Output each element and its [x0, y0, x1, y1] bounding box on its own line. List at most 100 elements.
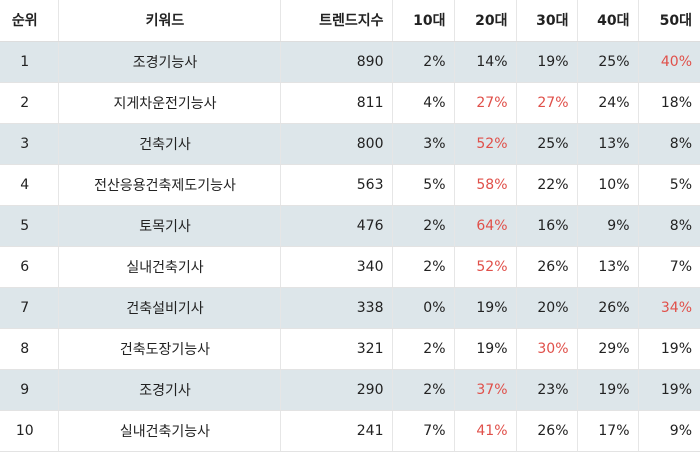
age-30s-cell: 22%: [515, 164, 577, 206]
keyword-cell: 건축도장기능사: [57, 328, 280, 370]
age-50s-cell: 8%: [637, 205, 700, 247]
age-20s-cell: 41%: [453, 410, 516, 452]
table-row[interactable]: 8 건축도장기능사 321 2% 19% 30% 29% 19%: [0, 328, 700, 370]
table-row[interactable]: 7 건축설비기사 338 0% 19% 20% 26% 34%: [0, 287, 700, 329]
table-row[interactable]: 2 지게차운전기능사 811 4% 27% 27% 24% 18%: [0, 82, 700, 124]
trend-index-cell: 800: [279, 123, 392, 165]
age-20s-cell: 19%: [453, 287, 516, 329]
trend-index-cell: 338: [279, 287, 392, 329]
age-40s-cell: 29%: [576, 328, 638, 370]
trend-index-cell: 321: [279, 328, 392, 370]
age-40s-cell: 13%: [576, 246, 638, 288]
age-50s-cell: 34%: [637, 287, 700, 329]
rank-cell: 10: [0, 410, 58, 452]
keyword-cell: 조경기능사: [57, 41, 280, 83]
rank-cell: 4: [0, 164, 58, 206]
age-50s-cell: 18%: [637, 82, 700, 124]
table-header-row: 순위 키워드 트렌드지수 10대 20대 30대 40대 50대: [0, 0, 700, 42]
age-10s-cell: 2%: [391, 205, 454, 247]
age-20s-cell: 37%: [453, 369, 516, 411]
age-20s-cell: 27%: [453, 82, 516, 124]
age-40s-cell: 13%: [576, 123, 638, 165]
age-10s-cell: 2%: [391, 328, 454, 370]
age-10s-cell: 2%: [391, 41, 454, 83]
age-30s-cell: 30%: [515, 328, 577, 370]
header-age-10s[interactable]: 10대: [391, 0, 454, 42]
rank-cell: 3: [0, 123, 58, 165]
age-50s-cell: 40%: [637, 41, 700, 83]
age-10s-cell: 7%: [391, 410, 454, 452]
age-40s-cell: 24%: [576, 82, 638, 124]
header-age-40s[interactable]: 40대: [576, 0, 638, 42]
age-20s-cell: 14%: [453, 41, 516, 83]
age-50s-cell: 7%: [637, 246, 700, 288]
age-30s-cell: 19%: [515, 41, 577, 83]
age-10s-cell: 2%: [391, 369, 454, 411]
header-keyword[interactable]: 키워드: [57, 0, 280, 42]
age-30s-cell: 20%: [515, 287, 577, 329]
age-40s-cell: 9%: [576, 205, 638, 247]
age-50s-cell: 19%: [637, 369, 700, 411]
age-30s-cell: 27%: [515, 82, 577, 124]
age-20s-cell: 58%: [453, 164, 516, 206]
age-20s-cell: 64%: [453, 205, 516, 247]
header-rank[interactable]: 순위: [0, 0, 58, 42]
rank-cell: 9: [0, 369, 58, 411]
trend-index-cell: 811: [279, 82, 392, 124]
keyword-cell: 지게차운전기능사: [57, 82, 280, 124]
age-30s-cell: 26%: [515, 246, 577, 288]
age-40s-cell: 26%: [576, 287, 638, 329]
rank-cell: 1: [0, 41, 58, 83]
keyword-cell: 실내건축기능사: [57, 410, 280, 452]
age-30s-cell: 25%: [515, 123, 577, 165]
table-row[interactable]: 10 실내건축기능사 241 7% 41% 26% 17% 9%: [0, 410, 700, 452]
age-30s-cell: 23%: [515, 369, 577, 411]
table-body: 1 조경기능사 890 2% 14% 19% 25% 40% 2 지게차운전기능사 811 4% 27%…: [0, 41, 700, 452]
age-10s-cell: 2%: [391, 246, 454, 288]
age-20s-cell: 19%: [453, 328, 516, 370]
age-10s-cell: 3%: [391, 123, 454, 165]
keyword-cell: 토목기사: [57, 205, 280, 247]
age-50s-cell: 19%: [637, 328, 700, 370]
table-row[interactable]: 1 조경기능사 890 2% 14% 19% 25% 40%: [0, 41, 700, 83]
rank-cell: 6: [0, 246, 58, 288]
age-40s-cell: 19%: [576, 369, 638, 411]
age-40s-cell: 10%: [576, 164, 638, 206]
age-50s-cell: 8%: [637, 123, 700, 165]
age-40s-cell: 25%: [576, 41, 638, 83]
age-10s-cell: 5%: [391, 164, 454, 206]
keyword-cell: 건축기사: [57, 123, 280, 165]
table-row[interactable]: 4 전산응용건축제도기능사 563 5% 58% 22% 10% 5%: [0, 164, 700, 206]
trend-index-cell: 476: [279, 205, 392, 247]
table-row[interactable]: 6 실내건축기사 340 2% 52% 26% 13% 7%: [0, 246, 700, 288]
rank-cell: 5: [0, 205, 58, 247]
age-10s-cell: 4%: [391, 82, 454, 124]
trend-index-cell: 890: [279, 41, 392, 83]
keyword-cell: 전산응용건축제도기능사: [57, 164, 280, 206]
age-10s-cell: 0%: [391, 287, 454, 329]
age-20s-cell: 52%: [453, 123, 516, 165]
age-50s-cell: 5%: [637, 164, 700, 206]
rank-cell: 7: [0, 287, 58, 329]
header-trend-index[interactable]: 트렌드지수: [279, 0, 392, 42]
trend-index-cell: 290: [279, 369, 392, 411]
keyword-cell: 건축설비기사: [57, 287, 280, 329]
table-row[interactable]: 5 토목기사 476 2% 64% 16% 9% 8%: [0, 205, 700, 247]
age-30s-cell: 26%: [515, 410, 577, 452]
trend-index-cell: 563: [279, 164, 392, 206]
keyword-cell: 조경기사: [57, 369, 280, 411]
header-age-50s[interactable]: 50대: [637, 0, 700, 42]
keyword-cell: 실내건축기사: [57, 246, 280, 288]
age-40s-cell: 17%: [576, 410, 638, 452]
age-30s-cell: 16%: [515, 205, 577, 247]
table-row[interactable]: 9 조경기사 290 2% 37% 23% 19% 19%: [0, 369, 700, 411]
table-row[interactable]: 3 건축기사 800 3% 52% 25% 13% 8%: [0, 123, 700, 165]
age-20s-cell: 52%: [453, 246, 516, 288]
trend-index-cell: 241: [279, 410, 392, 452]
rank-cell: 8: [0, 328, 58, 370]
trend-index-cell: 340: [279, 246, 392, 288]
age-50s-cell: 9%: [637, 410, 700, 452]
header-age-30s[interactable]: 30대: [515, 0, 577, 42]
header-age-20s[interactable]: 20대: [453, 0, 516, 42]
